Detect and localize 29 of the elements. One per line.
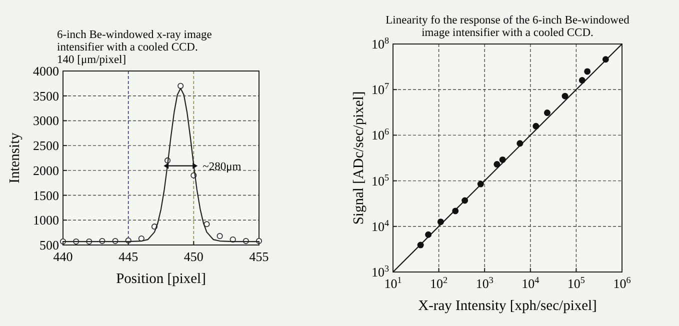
chart-title: 6-inch Be-windowed x-ray image intensifier with a cooled CCD. [57, 29, 212, 54]
x-tick-label: 455 [249, 249, 269, 264]
x-tick-label: 10$^{5}$ [567, 275, 586, 291]
point [216, 233, 223, 240]
point [204, 221, 210, 228]
point [178, 82, 184, 89]
y-tick-label: 10$^{5}$ [371, 172, 390, 188]
x-axis-title: X-ray Intensity [xph/sec/pixel] [418, 298, 597, 314]
y-tick-label: 1500 [33, 188, 59, 203]
y-tick-label: 4000 [33, 64, 59, 78]
y-tick-label: 10$^{6}$ [371, 126, 390, 143]
y-tick-label: 1000 [33, 212, 59, 228]
x-axis-title: Position [pixel] [116, 271, 206, 287]
y-tick-label: 2000 [33, 162, 59, 178]
y-tick-label: 3500 [33, 88, 59, 104]
x-tick-label: 10$^{4}$ [522, 275, 540, 291]
x-tick-label: 10$^{2}$ [430, 275, 448, 291]
x-tick-label: 450 [184, 249, 204, 264]
y-tick-label: 10$^{7}$ [371, 81, 390, 98]
x-tick-label: 10$^{6}$ [613, 275, 632, 291]
y-tick-label: 3000 [33, 113, 59, 128]
y-tick-label: 10$^{4}$ [371, 218, 390, 234]
chart-subtitle: 140 [μm/pixel] [57, 54, 126, 66]
x-tick-label: 10$^{3}$ [476, 275, 494, 291]
y-axis-title: Intensity [7, 132, 23, 184]
annotation: ~280μm [202, 160, 242, 173]
y-axis-title: Signal [ADc/sec/pixel] [351, 91, 367, 225]
y-tick-label: 2500 [33, 138, 59, 154]
x-tick-label: 445 [118, 249, 138, 264]
